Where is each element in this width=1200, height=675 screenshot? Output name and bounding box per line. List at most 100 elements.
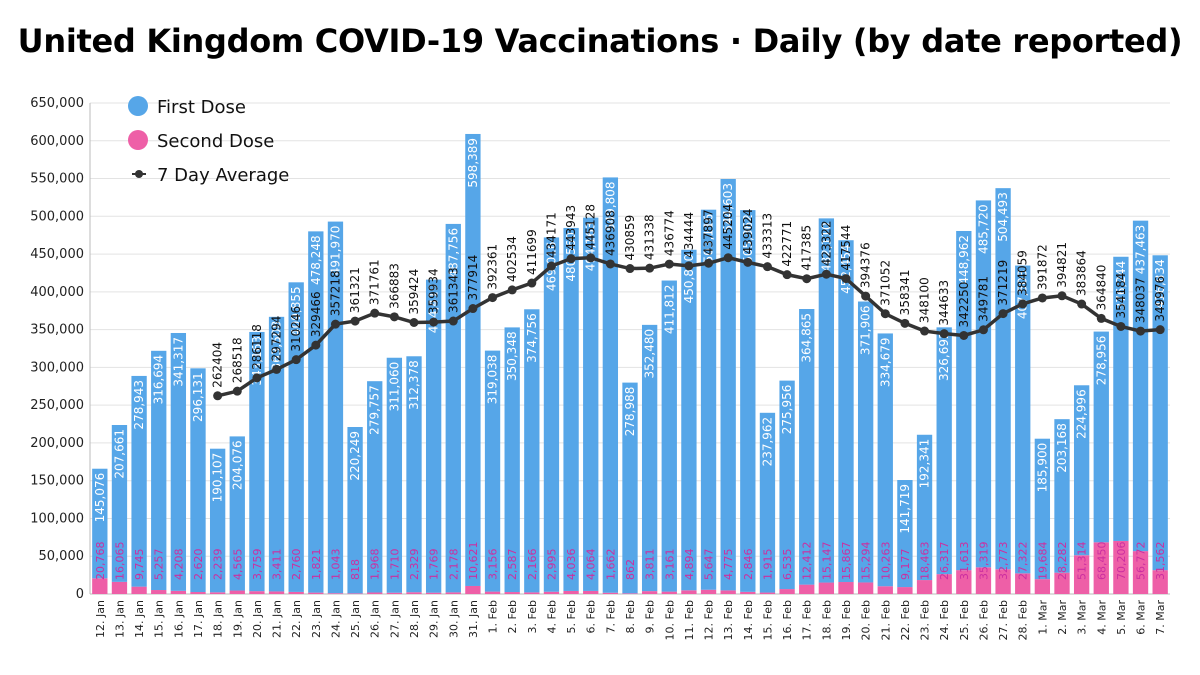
bar-second-dose: [799, 584, 815, 594]
data-label-avg: 394376: [859, 242, 873, 288]
avg-point: [429, 317, 439, 327]
data-label-second-dose: 4,036: [565, 549, 578, 581]
bar-first-dose: [386, 357, 403, 593]
x-tick-label: 4. Feb: [545, 600, 558, 633]
bar-second-dose: [347, 593, 363, 594]
data-label-second-dose: 16,065: [113, 542, 126, 581]
data-label-first-dose: 437,463: [1134, 225, 1148, 275]
data-label-first-dose: 334,679: [878, 337, 892, 387]
x-tick-label: 25. Jan: [349, 600, 362, 638]
bar-second-dose: [465, 585, 481, 594]
data-label-avg: 348037: [1134, 277, 1148, 323]
data-label-avg: 371219: [996, 260, 1010, 306]
avg-point: [507, 285, 517, 295]
data-label-avg: 445204: [721, 204, 735, 250]
x-axis: 12. Jan 13. Jan 14. Jan 15. Jan 16. Jan 17. J…: [94, 600, 1167, 641]
data-label-avg: 349781: [976, 276, 990, 322]
data-label-second-dose: 4,894: [683, 549, 696, 581]
data-label-avg: 342250: [957, 282, 971, 328]
avg-point: [1096, 313, 1106, 323]
bar-first-dose: [1152, 255, 1168, 571]
bar-second-dose: [622, 593, 638, 594]
data-label-first-dose: 549,808: [603, 181, 617, 231]
data-label-first-dose: 224,996: [1075, 389, 1089, 439]
x-tick-label: 1. Mar: [1036, 600, 1049, 635]
avg-point: [527, 278, 537, 288]
bar-second-dose: [1054, 572, 1070, 594]
data-label-second-dose: 15,294: [860, 542, 873, 581]
x-tick-label: 17. Jan: [192, 600, 205, 638]
bar-second-dose: [229, 590, 245, 594]
data-label-first-dose: 278,988: [623, 387, 637, 437]
x-tick-label: 7. Mar: [1154, 600, 1167, 635]
x-tick-label: 17. Feb: [801, 600, 814, 640]
data-label-avg: 357218: [328, 270, 342, 316]
data-label-second-dose: 27,322: [1017, 542, 1030, 581]
x-tick-label: 13. Jan: [113, 600, 126, 638]
data-label-second-dose: 3,411: [271, 549, 284, 581]
data-label-second-dose: 2,995: [545, 549, 558, 581]
x-tick-label: 13. Feb: [722, 600, 735, 640]
data-label-first-dose: 376,244: [1114, 261, 1128, 311]
x-tick-label: 28. Feb: [1017, 600, 1030, 640]
x-tick-label: 3. Mar: [1076, 600, 1089, 635]
bar-first-dose: [1073, 385, 1090, 556]
bar-second-dose: [151, 590, 167, 594]
bar-second-dose: [916, 580, 933, 594]
x-tick-label: 26. Feb: [977, 600, 990, 640]
data-label-avg: 431338: [643, 214, 657, 260]
x-tick-label: 21. Jan: [271, 600, 284, 638]
data-label-first-dose: 207,661: [112, 429, 126, 479]
y-tick-label: 650,000: [30, 96, 84, 111]
bar-second-dose: [288, 591, 304, 594]
data-label-second-dose: 4,565: [231, 549, 244, 581]
data-label-second-dose: 31,613: [958, 542, 971, 581]
data-label-avg: 443943: [564, 205, 578, 251]
x-tick-label: 5. Mar: [1115, 600, 1128, 635]
data-label-avg: 423322: [819, 220, 833, 266]
bar-first-dose: [720, 179, 736, 591]
data-label-second-dose: 3,161: [663, 549, 676, 581]
bar-second-dose: [838, 582, 854, 594]
data-label-first-dose: 371,906: [859, 306, 873, 356]
data-label-first-dose: 478,248: [309, 235, 323, 285]
x-tick-label: 25. Feb: [958, 600, 971, 640]
bar-second-dose: [877, 586, 893, 594]
data-label-avg: 422771: [780, 221, 794, 267]
bar-first-dose: [956, 230, 972, 571]
bar-first-dose: [1093, 331, 1109, 543]
avg-point: [252, 373, 262, 383]
data-label-first-dose: 350,348: [505, 331, 519, 381]
data-label-second-dose: 1,915: [761, 549, 774, 581]
bar-first-dose: [347, 427, 363, 594]
bar-first-dose: [681, 249, 697, 591]
data-label-avg: 297294: [270, 316, 284, 362]
data-label-first-dose: 145,076: [93, 473, 107, 523]
x-tick-label: 23. Jan: [310, 600, 323, 638]
x-tick-label: 19. Jan: [231, 600, 244, 638]
data-label-avg: 437897: [702, 209, 716, 255]
bar-second-dose: [111, 581, 128, 594]
avg-line: 262404 268518 286118 297294 310246 329466 3572…: [211, 204, 1167, 401]
data-label-first-dose: 409,855: [289, 286, 303, 336]
data-label-first-dose: 491,970: [328, 226, 342, 276]
data-label-first-dose: 237,962: [760, 417, 774, 467]
x-tick-label: 12. Feb: [703, 600, 716, 640]
data-label-avg: 434444: [682, 212, 696, 258]
data-label-first-dose: 450,810: [682, 254, 696, 304]
data-label-second-dose: 4,775: [722, 549, 735, 581]
avg-point: [448, 316, 458, 326]
bar-first-dose: [229, 436, 245, 591]
legend-swatch-second: [128, 130, 148, 150]
bar-second-dose: [1093, 542, 1109, 594]
x-tick-label: 22. Jan: [290, 600, 303, 638]
avg-point: [1077, 299, 1087, 309]
x-tick-label: 7. Feb: [604, 600, 617, 633]
x-tick-label: 23. Feb: [919, 600, 932, 640]
bar-first-dose: [583, 217, 599, 591]
bar-second-dose: [170, 590, 187, 594]
data-label-first-dose: 544,603: [721, 183, 735, 233]
data-label-avg: 358341: [898, 270, 912, 316]
bar-first-dose: [779, 380, 795, 590]
bar-second-dose: [818, 582, 835, 594]
